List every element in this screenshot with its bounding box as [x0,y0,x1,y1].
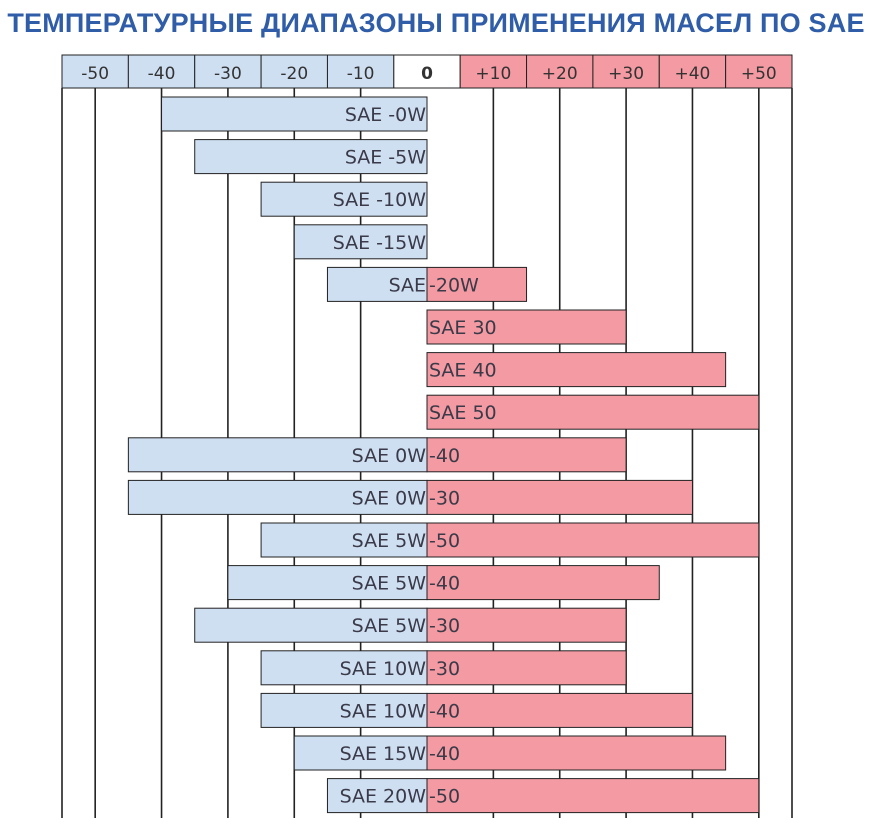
bar-segment-hot [426,479,693,515]
bar-label-right: -30 [429,615,460,637]
bar-segment-hot [426,692,693,728]
bar-label-right: -40 [429,743,460,765]
bar-label-left: SAE 5W [352,530,427,552]
bar-label-left: SAE -10W [333,189,426,211]
range-bar: SAE 0W -30 [127,479,693,515]
bar-label-left: SAE 0W [352,445,427,467]
bar-segment-cold [260,181,428,217]
tick-cell [526,54,594,89]
bar-segment-hot [426,352,727,388]
range-bar: SAE 15W -40 [293,735,727,771]
bar-label-right: -20W [429,274,479,296]
tick-cell [127,54,196,89]
tick-label: -20 [280,64,308,84]
bar-segment-cold [293,224,428,260]
range-bar: SAE 30 [426,309,627,345]
range-bar: SAE 50 [426,394,760,430]
range-bar: SAE 10W -30 [260,650,627,686]
bar-segment-hot [426,394,760,430]
tick-label: +30 [608,64,644,84]
tick-cell [61,54,129,89]
bar-label-right: -40 [429,700,460,722]
bar-label-left: SAE -15W [333,232,426,254]
tick-label: +10 [475,64,511,84]
bar-label-right: -40 [429,445,460,467]
range-bar: SAE 40 [426,352,727,388]
tick-cell [393,54,461,89]
bar-segment-cold [161,96,428,132]
range-bar: SAE -5W [194,139,428,175]
bar-segment-hot [426,309,627,345]
tick-label: +20 [542,64,578,84]
bar-label-right: -50 [429,786,460,808]
bar-segment-hot [426,437,627,473]
tick-cell [658,54,727,89]
tick-label: +40 [675,64,711,84]
tick-label: -30 [214,64,242,84]
bar-segment-hot [426,735,727,771]
range-bar: SAE -10W [260,181,428,217]
range-bar: SAE 0W -40 [127,437,627,473]
range-bar: SAE 20W -50 [326,778,760,814]
range-bar: SAE 5W -50 [260,522,760,558]
tick-label: -50 [81,64,109,84]
bar-label-left: SAE [389,274,426,296]
tick-label: -10 [347,64,375,84]
bar-label-right: -50 [429,530,460,552]
tick-header-row: -50 -40 -30 -20 -10 0 +10 +20 +30 +40 +50 [61,54,793,89]
bar-segment-hot [426,650,627,686]
bar-label-left: SAE 0W [352,487,427,509]
range-bar: SAE -20W [326,266,528,302]
bar-label-left: SAE 20W [340,786,427,808]
tick-cell [592,54,660,89]
bar-segment-cold [326,778,428,814]
bar-label-right: -40 [429,573,460,595]
bar-label-right: SAE 40 [429,360,497,382]
bar-segment-cold [194,607,428,643]
bar-label-right: SAE 50 [429,402,497,424]
bar-segment-hot [426,266,528,302]
bar-segment-hot [426,607,627,643]
bar-segment-cold [260,522,428,558]
bar-segment-hot [426,778,760,814]
tick-label: 0 [421,64,433,84]
bar-label-left: SAE 10W [340,700,427,722]
range-bar: SAE -15W [293,224,428,260]
bar-segment-hot [426,522,760,558]
bar-segment-cold [260,650,428,686]
range-bar: SAE -0W [161,96,428,132]
bar-segment-cold [227,565,428,601]
bar-label-right: -30 [429,658,460,680]
tick-cell [194,54,262,89]
range-bar: SAE 5W -40 [227,565,660,601]
tick-label: +50 [741,64,777,84]
bar-label-right: -30 [429,487,460,509]
bar-label-left: SAE -0W [345,104,426,126]
tick-label: -40 [148,64,176,84]
chart-frame [61,88,793,818]
bar-segment-cold [326,266,428,302]
bar-segment-hot [426,565,660,601]
bar-label-left: SAE 5W [352,615,427,637]
range-bar: SAE 10W -40 [260,692,693,728]
bar-label-left: SAE 10W [340,658,427,680]
bar-segment-cold [194,139,428,175]
bar-label-left: SAE 15W [340,743,427,765]
range-bar: SAE 5W -30 [194,607,627,643]
bar-label-right: SAE 30 [429,317,497,339]
bar-label-left: SAE -5W [345,147,426,169]
chart-title: ТЕМПЕРАТУРНЫЕ ДИАПАЗОНЫ ПРИМЕНЕНИЯ МАСЕЛ… [7,8,865,38]
bar-label-left: SAE 5W [352,573,427,595]
bar-segment-cold [293,735,428,771]
